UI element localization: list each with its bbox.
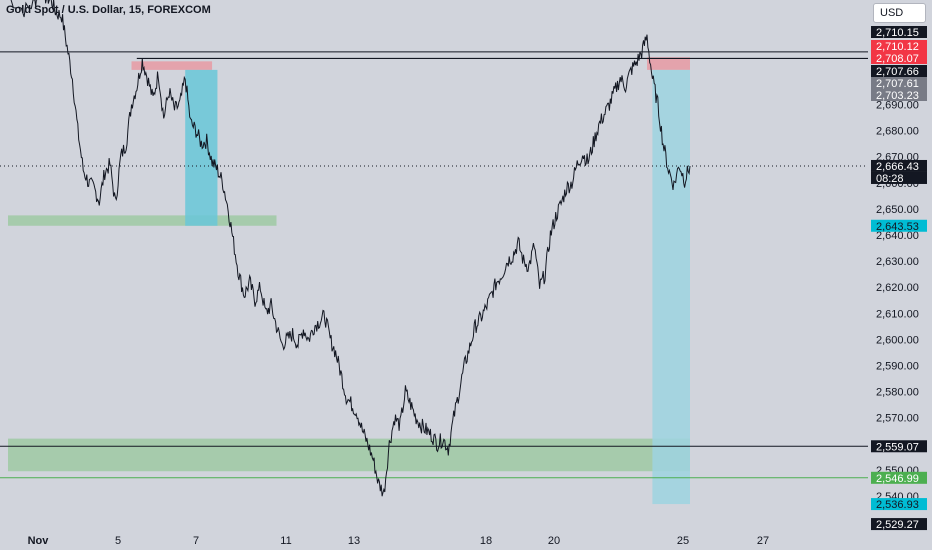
price-label-text: 2,529.27 bbox=[876, 519, 919, 531]
price-label: 2,559.07 bbox=[871, 440, 927, 453]
x-tick-label: Nov bbox=[28, 535, 50, 547]
zone-target-4 bbox=[185, 69, 218, 226]
zone-supply-3 bbox=[647, 57, 690, 70]
price-label-text: 2,703.23 bbox=[876, 90, 919, 102]
price-label: 2,643.53 bbox=[871, 219, 927, 233]
y-tick-label: 2,650.00 bbox=[876, 204, 919, 216]
x-tick-label: 11 bbox=[280, 535, 291, 547]
countdown-bg bbox=[871, 171, 927, 184]
zone-supply-2 bbox=[131, 61, 213, 70]
price-labels-layer: 2,710.15 2,710.122,708.072,707.662,707.61… bbox=[871, 26, 927, 531]
countdown-text: 08:28 bbox=[876, 173, 904, 185]
price-label-text: 2,707.66 bbox=[876, 66, 919, 78]
price-label-bg bbox=[871, 89, 927, 101]
price-label-text: 2,707.61 bbox=[876, 78, 919, 90]
x-tick-label: 5 bbox=[115, 535, 121, 547]
price-label-text: 2,666.43 bbox=[876, 161, 919, 173]
price-label: 2,529.27 bbox=[871, 518, 927, 531]
price-label-bg bbox=[871, 40, 927, 52]
price-label: 2,536.93 bbox=[871, 498, 927, 511]
price-label-bg bbox=[871, 52, 927, 64]
price-label-bg bbox=[871, 471, 927, 484]
x-tick-label: 7 bbox=[193, 535, 199, 547]
horizontal-lines-layer bbox=[0, 51, 868, 479]
price-series-line bbox=[10, 0, 691, 497]
price-label-bg bbox=[871, 26, 927, 38]
price-label-bg bbox=[871, 440, 927, 453]
x-tick-label: 27 bbox=[757, 535, 769, 547]
zone-demand-1 bbox=[8, 438, 690, 472]
y-tick-label: 2,580.00 bbox=[876, 387, 919, 399]
y-tick-label: 2,640.00 bbox=[876, 230, 919, 242]
price-label: 2,710.12 bbox=[871, 40, 927, 53]
price-label: 2,707.61 bbox=[871, 77, 927, 90]
y-tick-label: 2,590.00 bbox=[876, 361, 919, 373]
price-label-text: 2,708.07 bbox=[876, 53, 919, 65]
x-axis: Nov 5 7 11 13 18 20 25 27 bbox=[28, 535, 770, 547]
x-tick-label: 25 bbox=[677, 535, 689, 547]
price-label-bg bbox=[871, 77, 927, 89]
zones-layer bbox=[8, 57, 690, 505]
y-tick-label: 2,620.00 bbox=[876, 282, 919, 294]
y-tick-label: 2,570.00 bbox=[876, 413, 919, 425]
price-label-text: 2,710.12 bbox=[876, 41, 919, 53]
y-tick-label: 2,680.00 bbox=[876, 126, 919, 138]
x-tick-label: 13 bbox=[348, 535, 360, 547]
price-label-text: 2,536.93 bbox=[876, 499, 919, 511]
y-tick-label: 2,610.00 bbox=[876, 308, 919, 320]
series-layer bbox=[10, 0, 691, 497]
x-tick-label: 20 bbox=[548, 535, 560, 547]
price-label-bg bbox=[871, 65, 927, 77]
y-tick-label: 2,600.00 bbox=[876, 334, 919, 346]
price-label: 2,546.99 bbox=[871, 471, 927, 485]
price-label-text: 2,559.07 bbox=[876, 441, 919, 453]
zone-demand-0 bbox=[8, 215, 277, 226]
price-label: 2,707.66 bbox=[871, 65, 927, 78]
zone-target-5 bbox=[652, 69, 690, 505]
price-label: 2,710.15 bbox=[871, 26, 927, 39]
x-tick-label: 18 bbox=[480, 535, 492, 547]
currency-button[interactable]: USD bbox=[873, 3, 926, 23]
price-label-bg bbox=[871, 159, 927, 172]
price-label-bg bbox=[871, 518, 927, 531]
price-label-text: 2,710.15 bbox=[876, 27, 919, 39]
price-label-bg bbox=[871, 219, 927, 232]
price-label-text: 2,546.99 bbox=[876, 473, 919, 485]
y-tick-label: 2,630.00 bbox=[876, 256, 919, 268]
price-label: 2,708.07 bbox=[871, 52, 927, 65]
price-label: 2,703.23 bbox=[871, 89, 927, 102]
y-tick-label: 2,690.00 bbox=[876, 99, 919, 111]
symbol-title: Gold Spot / U.S. Dollar, 15, FOREXCOM bbox=[6, 4, 211, 16]
price-label-bg bbox=[871, 498, 927, 511]
price-label-text: 2,643.53 bbox=[876, 221, 919, 233]
